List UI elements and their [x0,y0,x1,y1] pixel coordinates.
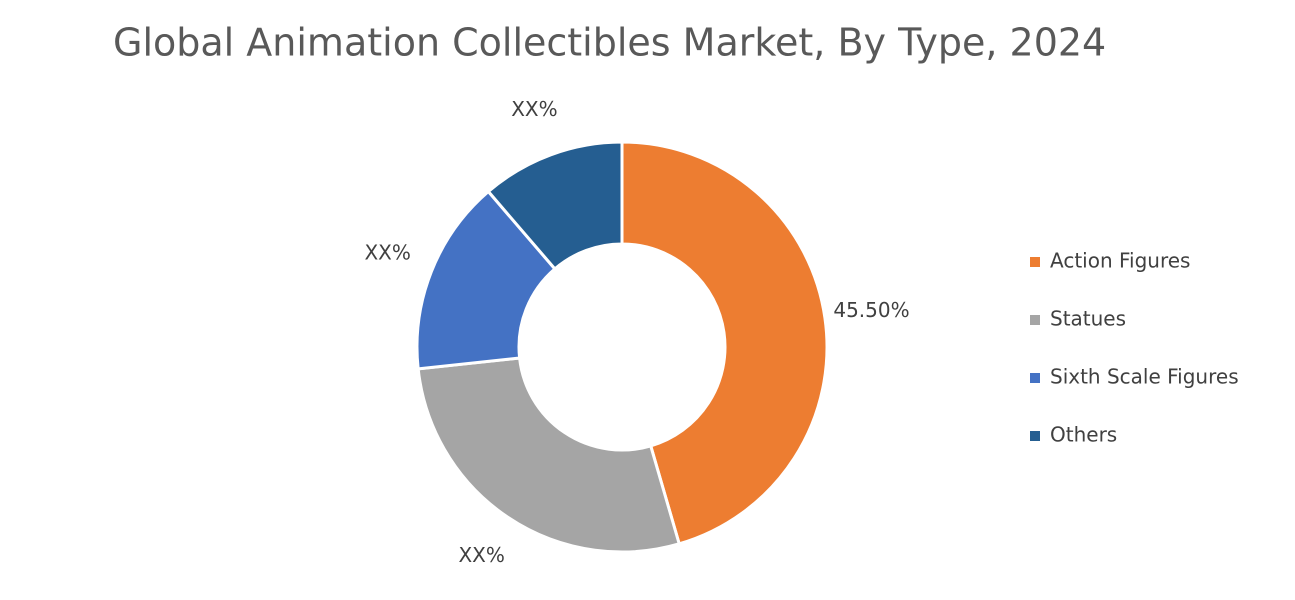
data-label: 45.50% [833,298,909,322]
legend-swatch [1030,257,1040,267]
donut-segment [415,189,557,371]
legend-swatch [1030,315,1040,325]
donut-segment [620,140,829,546]
legend-swatch [1030,373,1040,383]
data-label: XX% [458,543,504,567]
chart-title: Global Animation Collectibles Market, By… [113,21,1106,65]
legend-label: Others [1050,423,1117,447]
donut-segment [416,356,682,554]
legend-label: Statues [1050,307,1126,331]
legend-label: Action Figures [1050,249,1190,273]
legend-swatch [1030,431,1040,441]
legend-label: Sixth Scale Figures [1050,365,1239,389]
donut-segment [486,140,624,272]
data-label: XX% [364,241,410,265]
data-label: XX% [511,97,557,121]
